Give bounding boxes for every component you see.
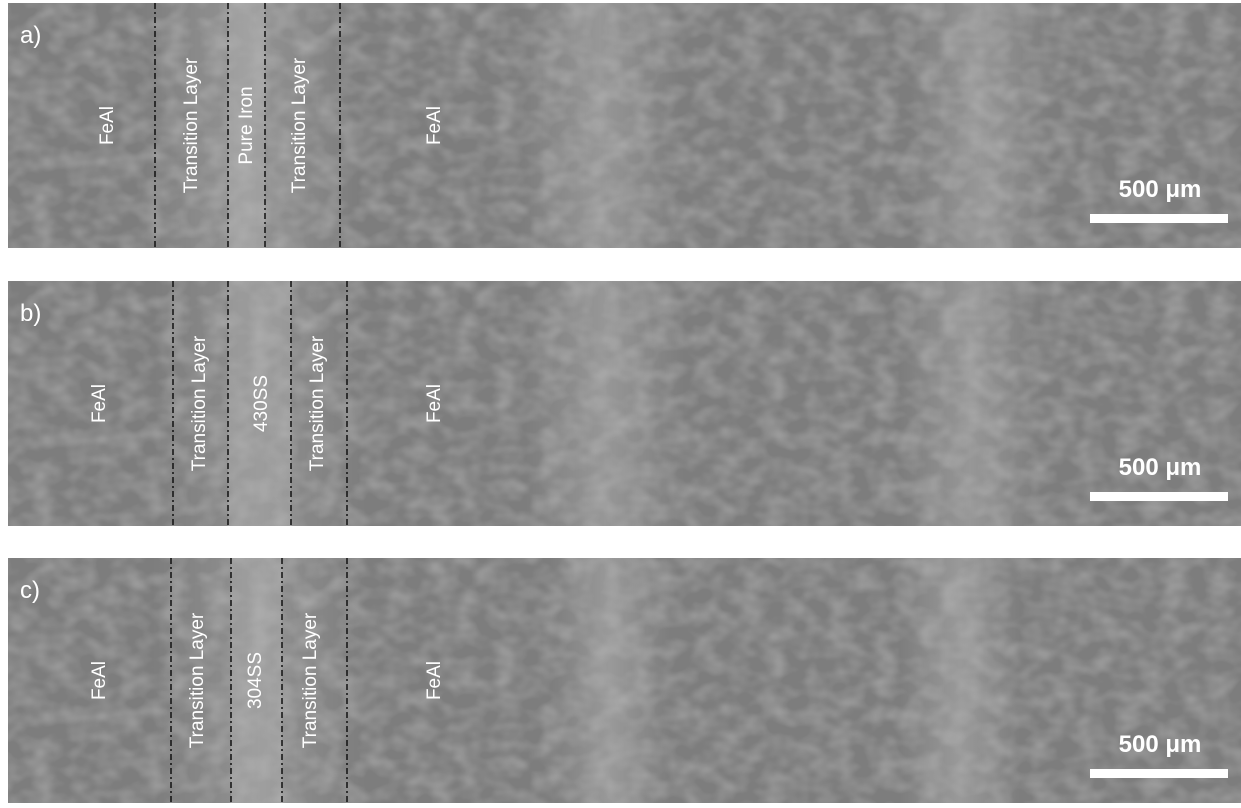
texture — [8, 3, 1241, 248]
scale-bar-label: 500 μm — [1119, 176, 1202, 203]
region-label: Transition Layer — [307, 335, 328, 471]
region-label: Transition Layer — [289, 57, 310, 193]
scale-bar — [1090, 492, 1228, 501]
scale-bar — [1090, 214, 1228, 223]
region-label: Transition Layer — [189, 335, 210, 471]
region-label: FeAl — [424, 106, 445, 145]
region-label: FeAl — [97, 106, 118, 145]
scale-bar-label: 500 μm — [1119, 454, 1202, 481]
texture — [8, 281, 1241, 526]
region-label: 304SS — [245, 652, 266, 709]
region-label: FeAl — [424, 384, 445, 423]
panel-label: b) — [20, 300, 41, 327]
region-label: Transition Layer — [181, 57, 202, 193]
scale-bar — [1090, 769, 1228, 778]
panel: a) FeAl Transition Layer Pure Iron Transitio… — [8, 3, 1241, 248]
region-label: Pure Iron — [236, 86, 257, 164]
region-label: FeAl — [89, 384, 110, 423]
region-label: FeAl — [424, 661, 445, 700]
region-label: 430SS — [251, 375, 272, 432]
panel-label: c) — [20, 577, 40, 604]
region-label: Transition Layer — [187, 612, 208, 748]
panel: b) FeAl Transition Layer 430SS Transition La… — [8, 281, 1241, 526]
panel: c) FeAl Transition Layer 304SS Transition La… — [8, 558, 1241, 803]
scale-bar-label: 500 μm — [1119, 731, 1202, 758]
panel-label: a) — [20, 22, 41, 49]
texture — [8, 558, 1241, 803]
region-label: FeAl — [89, 661, 110, 700]
region-label: Transition Layer — [300, 612, 321, 748]
